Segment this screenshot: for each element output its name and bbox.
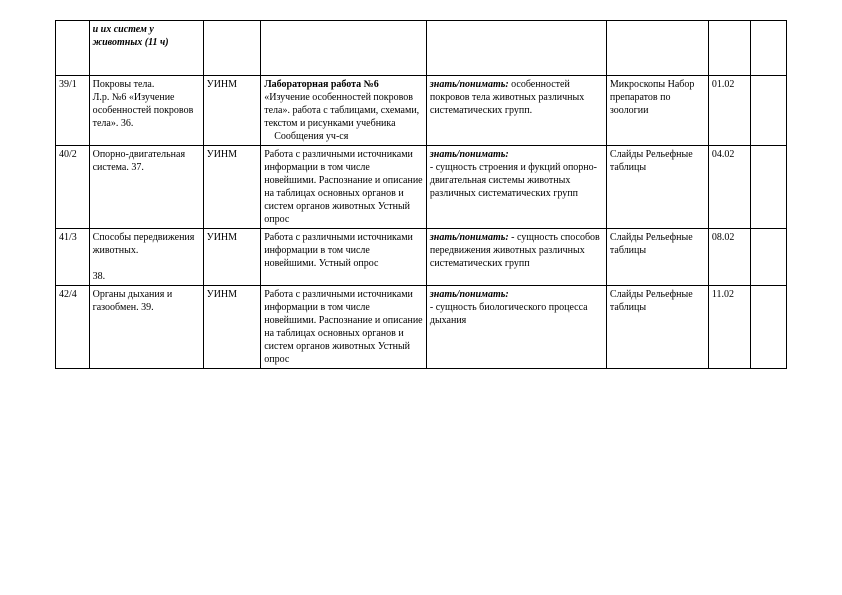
know-text: - сущность строения и фукций опорно-двиг… xyxy=(430,162,597,199)
cell-know: знать/понимать: - сущность способов пере… xyxy=(426,229,606,286)
cell-equip: Микроскопы Набор препаратов по зоологии xyxy=(606,76,708,146)
cell-num: 40/2 xyxy=(56,146,90,229)
topic-line: 38. xyxy=(93,271,106,282)
topic-line: Покровы тела. xyxy=(93,79,155,90)
cell-type: УИНМ xyxy=(203,229,261,286)
cell-extra xyxy=(750,229,786,286)
cell-type: УИНМ xyxy=(203,76,261,146)
cell-topic: Опорно-двигательная система. 37. xyxy=(89,146,203,229)
header-cell-equip xyxy=(606,21,708,76)
table-row: 40/2 Опорно-двигательная система. 37. УИ… xyxy=(56,146,787,229)
cell-num: 42/4 xyxy=(56,286,90,369)
cell-know: знать/понимать: - сущность биологическог… xyxy=(426,286,606,369)
topic-line: Опорно-двигательная система. 37. xyxy=(93,149,185,173)
topic-line: Органы дыхания и газообмен. 39. xyxy=(93,289,173,313)
cell-num: 41/3 xyxy=(56,229,90,286)
table-header-row: и их систем у животных (11 ч) xyxy=(56,21,787,76)
cell-extra xyxy=(750,146,786,229)
know-text: - сущность биологического процесса дыхан… xyxy=(430,302,588,326)
cell-type: УИНМ xyxy=(203,286,261,369)
cell-equip: Слайды Рельефные таблицы xyxy=(606,286,708,369)
know-prefix: знать/понимать: xyxy=(430,289,509,300)
header-cell-type xyxy=(203,21,261,76)
cell-num: 39/1 xyxy=(56,76,90,146)
cell-activity: Работа с различными источниками информац… xyxy=(261,229,427,286)
cell-know: знать/понимать: - сущность строения и фу… xyxy=(426,146,606,229)
cell-activity: Работа с различными источниками информац… xyxy=(261,286,427,369)
cell-topic: Способы передвижения животных. 38. xyxy=(89,229,203,286)
topic-line: Л.р. №6 «Изучение особенностей покровов … xyxy=(93,92,194,129)
cell-equip: Слайды Рельефные таблицы xyxy=(606,146,708,229)
cell-equip: Слайды Рельефные таблицы xyxy=(606,229,708,286)
cell-date: 11.02 xyxy=(708,286,750,369)
cell-activity: Лабораторная работа №6 «Изучение особенн… xyxy=(261,76,427,146)
activity-text: Работа с различными источниками информац… xyxy=(264,232,413,269)
header-cell-num xyxy=(56,21,90,76)
curriculum-table: и их систем у животных (11 ч) 39/1 Покро… xyxy=(55,20,787,369)
cell-date: 08.02 xyxy=(708,229,750,286)
table-row: 41/3 Способы передвижения животных. 38. … xyxy=(56,229,787,286)
activity-text: «Изучение особенностей покровов тела». р… xyxy=(264,92,419,129)
cell-know: знать/понимать: особенностей покровов те… xyxy=(426,76,606,146)
topic-line: Способы передвижения животных. xyxy=(93,232,195,256)
header-cell-extra xyxy=(750,21,786,76)
cell-type: УИНМ xyxy=(203,146,261,229)
know-prefix: знать/понимать: xyxy=(430,79,509,90)
header-cell-know xyxy=(426,21,606,76)
cell-extra xyxy=(750,76,786,146)
activity-extra: Сообщения уч-ся xyxy=(264,130,348,143)
cell-extra xyxy=(750,286,786,369)
activity-text: Работа с различными источниками информац… xyxy=(264,149,422,225)
activity-bold: Лабораторная работа №6 xyxy=(264,79,379,90)
cell-topic: Органы дыхания и газообмен. 39. xyxy=(89,286,203,369)
cell-activity: Работа с различными источниками информац… xyxy=(261,146,427,229)
know-prefix: знать/понимать: xyxy=(430,232,509,243)
table-row: 39/1 Покровы тела. Л.р. №6 «Изучение осо… xyxy=(56,76,787,146)
header-cell-activity xyxy=(261,21,427,76)
table-row: 42/4 Органы дыхания и газообмен. 39. УИН… xyxy=(56,286,787,369)
cell-date: 04.02 xyxy=(708,146,750,229)
cell-topic: Покровы тела. Л.р. №6 «Изучение особенно… xyxy=(89,76,203,146)
cell-date: 01.02 xyxy=(708,76,750,146)
know-prefix: знать/понимать: xyxy=(430,149,509,160)
activity-text: Работа с различными источниками информац… xyxy=(264,289,422,365)
header-cell-topic: и их систем у животных (11 ч) xyxy=(89,21,203,76)
header-cell-date xyxy=(708,21,750,76)
